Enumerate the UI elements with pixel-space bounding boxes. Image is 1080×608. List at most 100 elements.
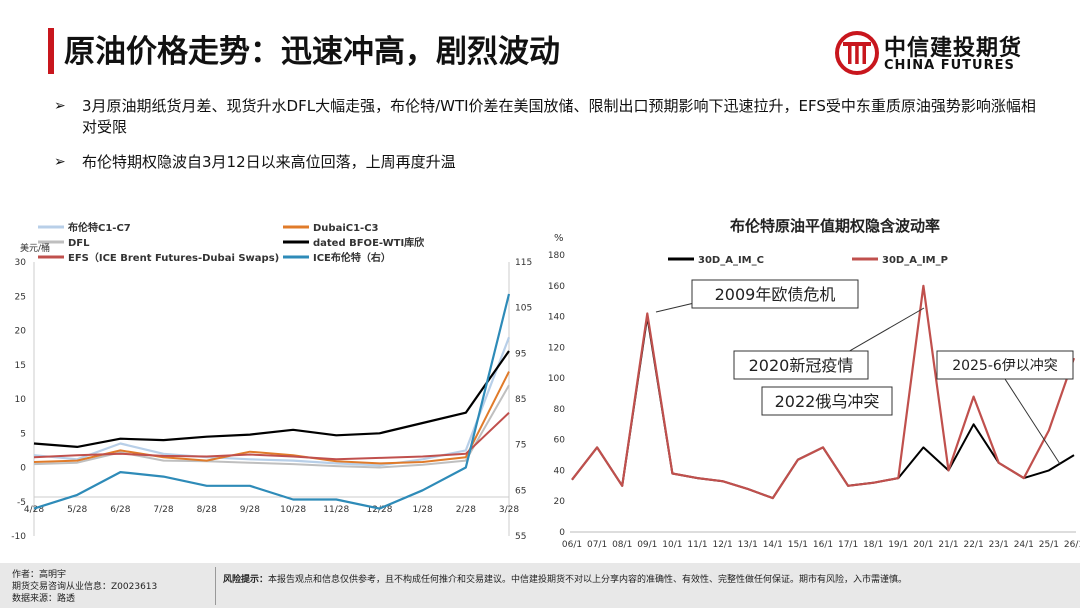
chart2-ytick-label: 120 [548, 343, 565, 353]
chart2-ytick-label: 40 [554, 466, 566, 476]
chart2-series-line [571, 284, 1076, 500]
chart2-yticks: 180 160 140 120 100 80 60 40 20 0 [548, 251, 565, 538]
company-logo-icon [835, 31, 879, 75]
chart2-ytick-label: 100 [548, 374, 565, 384]
chart2-annotations: 2009年欧债危机 2020新冠疫情 2022俄乌冲突 2025-6伊以冲突 [655, 279, 1074, 465]
chart2-annotation-box [936, 350, 1074, 380]
chart1-xtick-label: 6/28 [110, 505, 130, 515]
chart2-xtick-label: 12/1 [712, 540, 732, 550]
chart1-ytick-label: 30 [15, 258, 27, 268]
chart2-xtick-label: 25/1 [1039, 540, 1059, 550]
chart2-series [571, 284, 1076, 500]
chart1-xtick-label: 4/28 [24, 505, 44, 515]
chart1-y2tick-label: 115 [515, 258, 532, 268]
chart2-xtick-label: 06/1 [562, 540, 582, 550]
chart1-xtick-label: 7/28 [153, 505, 173, 515]
footer-divider [215, 567, 216, 605]
chart1-series-line [33, 293, 511, 510]
chart1-ytick-label: 25 [15, 292, 26, 302]
chart1-legend-label: DFL [68, 238, 90, 249]
chart2-xtick-label: 22/1 [963, 540, 983, 550]
bullet-arrow-icon: ➢ [54, 154, 66, 170]
chart1-series-line [33, 336, 511, 467]
chart1-ytick-label: 10 [15, 395, 27, 405]
chart1-legend: 布伦特C1-C7 DubaiC1-C3 DFL dated BFOE-WTI库欣 EFS… [38, 221, 425, 264]
chart2-xtick-label: 17/1 [838, 540, 858, 550]
chart2-xtick-label: 09/1 [637, 540, 657, 550]
chart2-xtick-label: 20/1 [913, 540, 933, 550]
chart2-annotation-label: 2025-6伊以冲突 [952, 358, 1058, 374]
footer-license: 期货交易咨询从业信息：Z0023613 [12, 582, 158, 592]
chart2-xtick-label: 10/1 [662, 540, 682, 550]
chart1-ytick-label: -10 [11, 532, 26, 542]
page-title: 原油价格走势：迅速冲高，剧烈波动 [64, 34, 560, 70]
chart2-ytick-label: 180 [548, 251, 565, 261]
chart2-xtick-label: 26/1 [1064, 540, 1080, 550]
chart2-xtick-label: 13/1 [738, 540, 758, 550]
chart1-y2tick-label: 85 [515, 395, 526, 405]
chart1-xtick-label: 5/28 [67, 505, 87, 515]
volatility-chart: 布伦特原油平值期权隐含波动率 % 30D_A_IM_C 30D_A_IM_P 18… [548, 217, 1080, 550]
chart2-annotation-label: 2020新冠疫情 [749, 356, 854, 375]
chart1-series-line [33, 371, 510, 465]
chart1-xtick-label: 9/28 [240, 505, 260, 515]
chart2-ytick-label: 140 [548, 313, 565, 323]
chart1-y2tick-label: 95 [515, 349, 526, 359]
chart2-ytick-label: 60 [554, 436, 566, 446]
chart2-xtick-label: 18/1 [863, 540, 883, 550]
chart1-series-line [33, 411, 510, 461]
chart1-ytick-label: 20 [15, 327, 27, 337]
chart1-y2tick-label: 105 [515, 304, 532, 314]
chart2-xtick-label: 14/1 [763, 540, 783, 550]
chart2-xtick-label: 15/1 [788, 540, 808, 550]
chart2-legend-label: 30D_A_IM_P [882, 255, 948, 266]
chart1-ytick-label: 15 [15, 361, 26, 371]
chart2-annotation-label: 2022俄乌冲突 [775, 392, 880, 411]
chart1-ytick-label: 5 [20, 429, 26, 439]
chart2-annotation-box [733, 350, 869, 380]
chart2-xtick-label: 21/1 [938, 540, 958, 550]
bullet-2-text: 布伦特期权隐波自3月12日以来高位回落，上周再度升温 [82, 153, 456, 171]
footer: 作者：高明宇 期货交易咨询从业信息：Z0023613 数据来源：路透 风险提示：… [0, 563, 1080, 608]
chart1-xtick-label: 3/28 [499, 505, 519, 515]
footer-author-block: 作者：高明宇 期货交易咨询从业信息：Z0023613 数据来源：路透 [12, 569, 157, 605]
footer-risk-label: 风险提示： [223, 575, 269, 585]
chart1-y2tick-label: 65 [515, 486, 526, 496]
chart1-y2ticks: 115 105 95 85 75 65 55 [515, 258, 532, 542]
chart1-ytick-label: -5 [17, 498, 26, 508]
chart2-ytick-label: 20 [554, 497, 566, 507]
chart2-legend-label: 30D_A_IM_C [698, 255, 764, 266]
chart2-xticks: 06/1 07/1 08/1 09/1 10/1 11/1 12/1 13/1 14/1 15/1… [562, 540, 1080, 550]
logo-text-en: CHINA FUTURES [884, 58, 1015, 73]
chart2-xtick-label: 16/1 [813, 540, 833, 550]
chart2-title: 布伦特原油平值期权隐含波动率 [730, 217, 940, 235]
chart2-xtick-label: 19/1 [888, 540, 908, 550]
chart2-annotation-pointer [1004, 378, 1061, 465]
chart1-xtick-label: 12/28 [366, 505, 392, 515]
chart1-xtick-label: 10/28 [280, 505, 306, 515]
chart1-y2tick-label: 55 [515, 532, 526, 542]
chart2-ytick-label: 80 [554, 405, 566, 415]
chart2-xtick-label: 23/1 [989, 540, 1009, 550]
chart1-series-line [33, 350, 510, 448]
chart1-xtick-label: 1/28 [413, 505, 433, 515]
footer-risk: 风险提示：本报告观点和信息仅供参考，且不构成任何推介和交易建议。中信建投期货不对… [223, 572, 907, 585]
chart1-ytick-label: 0 [20, 464, 26, 474]
chart2-annotation-box [761, 386, 893, 416]
chart1-legend-label: ICE布伦特（右） [313, 251, 391, 264]
logo-text-cn: 中信建投期货 [884, 36, 1023, 61]
chart1-legend-label: EFS（ICE Brent Futures-Dubai Swaps) [68, 251, 279, 264]
chart1-xtick-label: 2/28 [456, 505, 476, 515]
chart2-annotation-label: 2009年欧债危机 [715, 285, 836, 304]
chart2-ylabel: % [554, 233, 564, 244]
chart2-ytick-label: 160 [548, 282, 565, 292]
title-accent-bar [48, 28, 54, 74]
footer-risk-text: 本报告观点和信息仅供参考，且不构成任何推介和交易建议。中信建投期货不对以上分享内… [268, 575, 908, 585]
bullet-arrow-icon: ➢ [54, 98, 66, 114]
footer-author: 作者：高明宇 [12, 570, 67, 580]
chart1-series [33, 293, 511, 510]
chart1-ylabel: 美元/桶 [20, 242, 50, 254]
chart2-xtick-label: 07/1 [587, 540, 607, 550]
chart2-annotation-box [691, 279, 859, 309]
chart2-xtick-label: 11/1 [687, 540, 707, 550]
